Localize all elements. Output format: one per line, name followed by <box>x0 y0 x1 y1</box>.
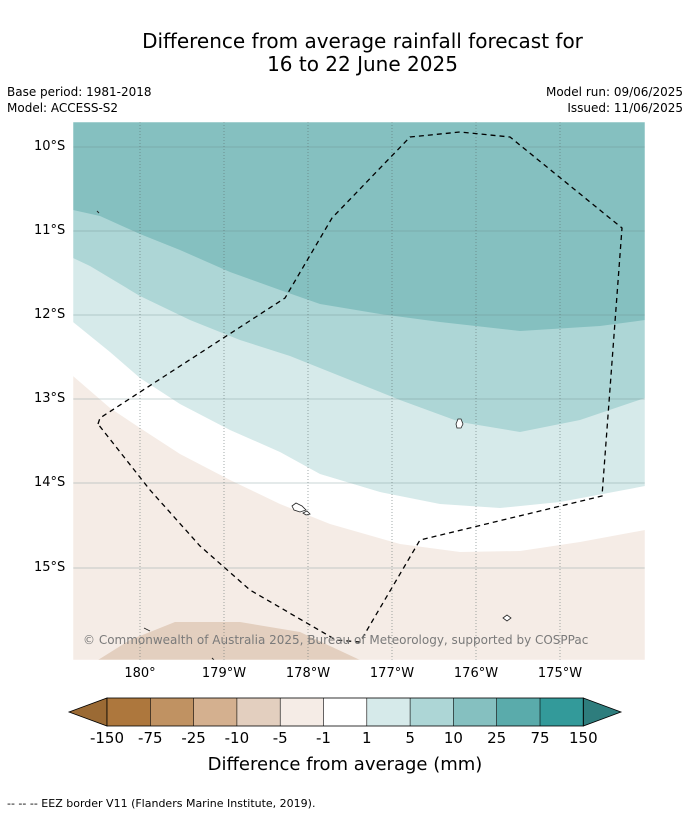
colorbar-tick: 1 <box>362 729 372 747</box>
island-north <box>96 210 100 214</box>
colorbar-tick: -75 <box>138 729 163 747</box>
colorbar-band-8 <box>410 698 454 726</box>
model-name: Model: ACCESS-S2 <box>7 101 119 115</box>
lon-label-175w: 175°W <box>537 666 583 681</box>
lat-label-15s: 15°S <box>34 560 66 575</box>
island-niuafoou <box>502 614 512 622</box>
colorbar-low-extension <box>67 697 108 727</box>
title-line-2: 16 to 22 June 2025 <box>267 52 458 76</box>
eez-footnote: -- -- -- EEZ border V11 (Flanders Marine… <box>7 797 316 810</box>
meta-right: Model run: 09/06/2025 Issued: 11/06/2025 <box>546 84 683 116</box>
colorbar-band-6 <box>323 698 367 726</box>
copyright-text: © Commonwealth of Australia 2025, Bureau… <box>83 633 589 647</box>
colorbar-band-5 <box>280 698 324 726</box>
colorbar-band-2 <box>150 698 194 726</box>
colorbar <box>67 697 623 727</box>
island-rotuma <box>143 627 151 632</box>
colorbar-band-9 <box>453 698 497 726</box>
map-title: Difference from average rainfall forecas… <box>0 30 690 76</box>
colorbar-band-10 <box>496 698 540 726</box>
zone-dry-medium <box>98 622 360 660</box>
colorbar-band-3 <box>193 698 237 726</box>
colorbar-high-extension <box>582 697 623 727</box>
zone-dry-light <box>73 376 645 660</box>
lat-label-13s: 13°S <box>34 391 66 406</box>
lon-label-177w: 177°W <box>369 666 415 681</box>
colorbar-tick: -150 <box>89 729 125 747</box>
colorbar-tick: 75 <box>530 729 550 747</box>
base-period: Base period: 1981-2018 <box>7 85 152 99</box>
colorbar-band-11 <box>540 698 584 726</box>
map-frame <box>72 121 646 661</box>
colorbar-tick: 10 <box>443 729 463 747</box>
model-run: Model run: 09/06/2025 <box>545 85 683 99</box>
lon-label-180: 180° <box>124 666 156 681</box>
colorbar-band-4 <box>236 698 281 726</box>
colorbar-outline <box>106 697 584 727</box>
lat-label-11s: 11°S <box>34 223 66 238</box>
colorbar-tick: 5 <box>405 729 415 747</box>
colorbar-tick: -25 <box>181 729 206 747</box>
lon-label-179w: 179°W <box>201 666 247 681</box>
lat-label-10s: 10°S <box>34 139 66 154</box>
island-wallis <box>455 418 464 429</box>
colorbar-tick: -5 <box>272 729 288 747</box>
lat-label-14s: 14°S <box>34 475 66 490</box>
colorbar-title: Difference from average (mm) <box>207 754 483 775</box>
island-futuna <box>291 502 307 513</box>
lon-label-178w: 178°W <box>285 666 331 681</box>
title-line-1: Difference from average rainfall forecas… <box>142 29 583 53</box>
eez-border <box>97 131 623 643</box>
island-alofi <box>302 510 311 516</box>
colorbar-tick: -1 <box>316 729 331 747</box>
colorbar-tick: 25 <box>487 729 507 747</box>
lon-label-176w: 176°W <box>453 666 499 681</box>
colorbar-tick: 150 <box>568 729 598 747</box>
island-south <box>211 657 215 660</box>
colorbar-band-7 <box>366 698 411 726</box>
meta-left: Base period: 1981-2018 Model: ACCESS-S2 <box>7 84 152 116</box>
issued-date: Issued: 11/06/2025 <box>567 101 683 115</box>
colorbar-tick: -10 <box>224 729 250 747</box>
lat-label-12s: 12°S <box>34 307 66 322</box>
colorbar-band-1 <box>107 698 151 726</box>
